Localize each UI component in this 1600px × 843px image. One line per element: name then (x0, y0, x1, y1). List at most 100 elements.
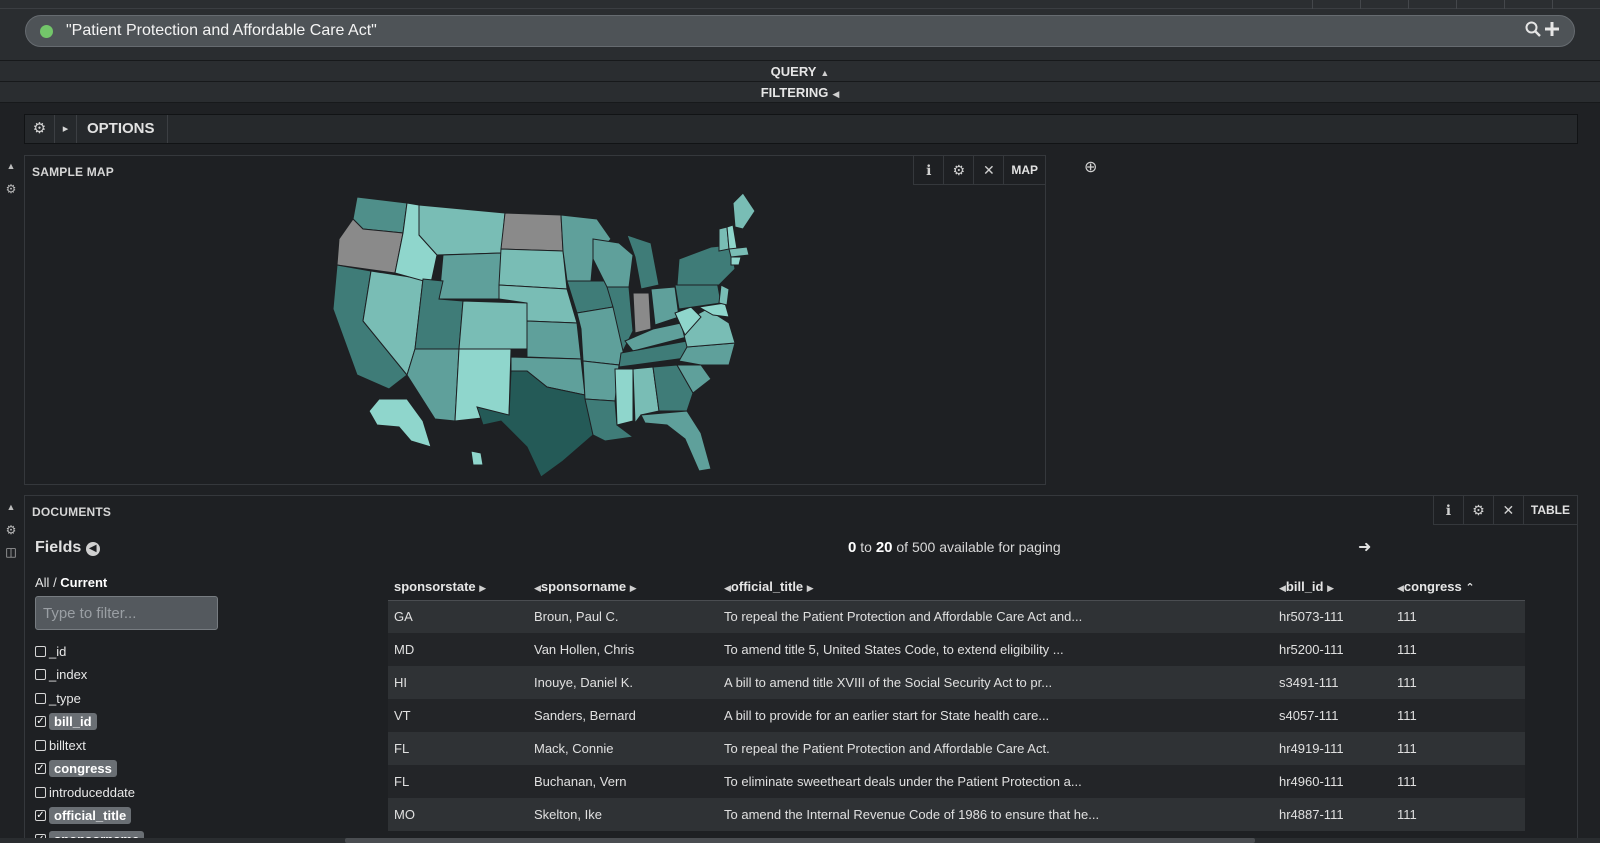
field-item[interactable]: introduceddate (35, 782, 135, 802)
field-name[interactable]: billtext (49, 737, 86, 753)
close-icon[interactable]: ✕ (1494, 496, 1524, 525)
fields-all-link[interactable]: All (35, 575, 50, 590)
checkbox-icon[interactable] (35, 739, 46, 751)
next-page-arrow-icon[interactable]: ➜ (1358, 539, 1372, 556)
checkbox-checked-icon[interactable]: ✓ (35, 810, 46, 821)
state-wi (592, 238, 634, 288)
field-item[interactable]: _id (35, 641, 66, 661)
close-icon[interactable]: ✕ (974, 156, 1005, 185)
table-row[interactable]: MD Van Hollen, Chris To amend title 5, Uni… (388, 633, 1525, 666)
state-md (697, 302, 730, 318)
table-cell-official-title: A bill to provide for an earlier start f… (718, 699, 1273, 732)
state-ny (676, 244, 736, 286)
add-query-icon[interactable] (1544, 20, 1560, 38)
column-header-congress[interactable]: ◀congress ⌃ (1391, 573, 1525, 601)
state-mi (626, 234, 660, 290)
filtering-section-toggle[interactable]: FILTERING ◀ (0, 82, 1600, 103)
options-label[interactable]: OPTIONS (87, 115, 168, 143)
table-cell-official-title: To amend title 5, United States Code, to… (718, 633, 1273, 666)
table-row[interactable]: FL Mack, Connie To repeal the Patient Prot… (388, 732, 1525, 765)
chevron-left-circle-icon[interactable]: ◀ (85, 542, 100, 556)
row-gear-icon[interactable]: ⚙ (5, 182, 17, 196)
column-header-official-title[interactable]: ◀official_title ▶ (718, 573, 1273, 601)
panel-type-label: MAP (1011, 163, 1038, 177)
field-name[interactable]: _index (49, 667, 88, 682)
table-cell-official-title: A bill to amend title XVIII of the Socia… (718, 666, 1273, 699)
row-gear-icon[interactable]: ⚙ (5, 523, 17, 537)
column-header-bill-id[interactable]: ◀bill_id ▶ (1273, 573, 1391, 601)
expand-icon[interactable]: ▸ (55, 115, 77, 143)
filtering-section-label[interactable]: FILTERING (760, 85, 829, 100)
field-item[interactable]: _index (35, 665, 87, 685)
table-cell-sponsorname: Buchanan, Vern (528, 765, 718, 798)
query-status-dot[interactable] (40, 25, 53, 38)
table-row[interactable]: HI Inouye, Daniel K. A bill to amend title… (388, 666, 1525, 699)
panel-type-label: TABLE (1530, 503, 1570, 517)
us-choropleth-map[interactable] (315, 189, 755, 479)
checkbox-icon[interactable] (35, 645, 46, 657)
checkbox-icon[interactable] (35, 669, 46, 680)
caret-left-icon[interactable]: ◀ (1397, 582, 1404, 593)
state-hi (470, 450, 484, 466)
state-tx (476, 370, 594, 478)
field-item[interactable]: ✓ official_title (35, 806, 132, 826)
query-text[interactable]: "Patient Protection and Affordable Care … (66, 22, 377, 39)
caret-right-icon[interactable]: ▶ (629, 582, 637, 593)
options-gear-icon[interactable]: ⚙ (25, 115, 55, 143)
fields-current-link[interactable]: Current (60, 575, 108, 590)
caret-left-icon[interactable]: ◀ (1279, 582, 1286, 593)
checkbox-icon[interactable] (35, 692, 46, 704)
field-name[interactable]: _id (49, 643, 67, 659)
state-co (458, 300, 528, 350)
state-ak (368, 398, 432, 448)
field-name[interactable]: _type (49, 690, 81, 706)
field-name[interactable]: congress (49, 760, 117, 777)
field-item[interactable]: billtext (35, 735, 86, 755)
table-row[interactable]: FL Buchanan, Vern To eliminate sweetheart … (388, 765, 1525, 798)
caret-right-icon[interactable]: ▶ (479, 582, 487, 593)
state-mn (560, 214, 612, 282)
table-row[interactable]: MO Skelton, Ike To amend the Internal Reve… (388, 798, 1525, 831)
sort-ascending-icon[interactable]: ⌃ (1465, 581, 1475, 594)
field-name[interactable]: official_title (49, 807, 132, 824)
info-icon[interactable]: ℹ (914, 156, 945, 185)
field-name[interactable]: bill_id (49, 713, 97, 730)
caret-left-icon[interactable]: ◀ (724, 582, 731, 593)
collapse-row-icon[interactable]: ▲ (6, 502, 16, 512)
column-header-sponsorname[interactable]: ◀sponsorname ▶ (528, 573, 718, 601)
columns-icon[interactable]: ◫ (5, 545, 17, 559)
search-icon[interactable] (1524, 20, 1542, 38)
table-cell-sponsorname: Van Hollen, Chris (528, 633, 718, 666)
field-item[interactable]: ✓ bill_id (35, 712, 97, 732)
info-icon[interactable]: ℹ (1434, 496, 1464, 525)
caret-right-icon[interactable]: ▶ (1327, 582, 1335, 593)
table-cell-congress: 111 (1391, 699, 1525, 732)
add-panel-icon[interactable]: ⊕ (1084, 159, 1098, 176)
checkbox-checked-icon[interactable]: ✓ (35, 716, 46, 727)
table-row[interactable]: GA Broun, Paul C. To repeal the Patient Pr… (388, 600, 1525, 633)
column-header-sponsorstate[interactable]: sponsorstate ▶ (388, 573, 528, 601)
collapse-row-icon[interactable]: ▲ (6, 161, 16, 171)
field-name[interactable]: introduceddate (49, 784, 136, 800)
caret-right-icon[interactable]: ▶ (806, 582, 814, 593)
paging-suffix: of 500 available for paging (896, 539, 1061, 555)
field-item[interactable]: ✓ congress (35, 759, 117, 779)
checkbox-checked-icon[interactable]: ✓ (35, 763, 46, 774)
field-filter-input[interactable] (35, 596, 218, 630)
table-cell-congress: 111 (1391, 765, 1525, 798)
table-row[interactable]: VT Sanders, Bernard A bill to provide for … (388, 699, 1525, 732)
checkbox-icon[interactable] (35, 786, 46, 798)
table-cell-official-title: To repeal the Patient Protection and Aff… (718, 732, 1273, 765)
query-section-label[interactable]: QUERY (770, 64, 817, 79)
gear-icon[interactable]: ⚙ (944, 156, 975, 185)
table-cell-official-title: To amend the Internal Revenue Code of 19… (718, 798, 1273, 831)
state-nj (718, 284, 730, 306)
horizontal-scrollbar-thumb[interactable] (345, 838, 1255, 843)
fields-title[interactable]: Fields ◀ (35, 539, 100, 557)
field-item[interactable]: _type (35, 688, 81, 708)
caret-left-icon[interactable]: ◀ (534, 582, 541, 593)
gear-icon[interactable]: ⚙ (1464, 496, 1494, 525)
query-section-toggle[interactable]: QUERY ▲ (0, 61, 1600, 82)
paging-to-word: to (860, 539, 872, 555)
query-input-box[interactable]: "Patient Protection and Affordable Care … (25, 15, 1575, 47)
